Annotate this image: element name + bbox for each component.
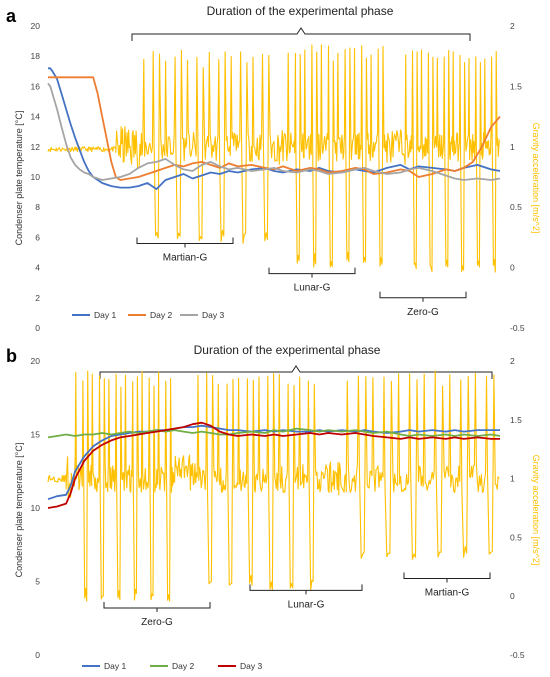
chart-a-ytick: 10 <box>31 172 41 182</box>
chart-a-annotations: Martian-G Lunar-G Zero-G <box>136 237 467 318</box>
chart-b-legend-label: Day 3 <box>240 661 262 671</box>
chart-b-y2tick: -0.5 <box>510 650 525 660</box>
chart-a-y2tick: 1.5 <box>510 81 522 91</box>
chart-b-annotation-bracket <box>103 601 211 612</box>
chart-a-series-day-2 <box>48 76 501 181</box>
chart-b-gravity-series <box>47 370 500 602</box>
chart-a-series-day-1 <box>48 67 501 191</box>
chart-a-legend: Day 1 Day 2 Day 3 <box>72 310 224 320</box>
chart-a-y2label: Gravity acceleration [m/s^2] <box>531 123 541 234</box>
chart-b-series-day-3 <box>47 421 500 509</box>
chart-b-series <box>47 370 501 602</box>
chart-a-y2tick: 1 <box>510 142 515 152</box>
chart-a-ytick: 0 <box>35 323 40 333</box>
chart-b-title: Duration of the experimental phase <box>194 343 381 357</box>
chart-a-ylabel: Condenser plate temperature [°C] <box>14 111 24 246</box>
chart-b-y2tick: 0 <box>510 591 515 601</box>
chart-a-legend-label: Day 2 <box>150 310 172 320</box>
chart-b-ytick: 0 <box>35 650 40 660</box>
chart-b-annotations: Zero-G Lunar-G Martian-G <box>103 572 491 628</box>
chart-a-left-ticks: 0 2 4 6 8 10 12 14 16 18 20 <box>31 21 41 333</box>
chart-a-annotation-label: Martian-G <box>163 252 208 263</box>
chart-b-annotation-label: Zero-G <box>141 617 173 628</box>
chart-a-legend-label: Day 1 <box>94 310 116 320</box>
chart-b-annotation-bracket <box>403 572 491 583</box>
panel-label-a: a <box>6 6 17 26</box>
chart-a-title: Duration of the experimental phase <box>207 4 394 18</box>
chart-b-duration-brace <box>99 365 493 379</box>
chart-b-legend: Day 1 Day 2 Day 3 <box>82 661 262 671</box>
chart-a-legend-label: Day 3 <box>202 310 224 320</box>
chart-b-legend-label: Day 1 <box>104 661 126 671</box>
chart-b-series-day-2 <box>47 427 501 439</box>
chart-a-annotation-label: Zero-G <box>407 307 439 318</box>
chart-a-ytick: 8 <box>35 202 40 212</box>
chart-b-y2label: Gravity acceleration [m/s^2] <box>531 455 541 566</box>
chart-a-ytick: 12 <box>31 142 41 152</box>
chart-b-y2tick: 0.5 <box>510 532 522 542</box>
chart-b-ylabel: Condenser plate temperature [°C] <box>14 443 24 578</box>
chart-b: b Duration of the experimental phase Con… <box>6 343 541 671</box>
chart-a-ytick: 20 <box>31 21 41 31</box>
chart-a-annotation-bracket <box>136 237 234 248</box>
chart-a-annotation-bracket <box>268 267 356 278</box>
chart-a-y2tick: 0 <box>510 263 515 273</box>
chart-a-annotation-label: Lunar-G <box>294 283 331 294</box>
chart-a-y2tick: -0.5 <box>510 323 525 333</box>
chart-b-y2tick: 1 <box>510 474 515 484</box>
chart-b-y2tick: 2 <box>510 356 515 366</box>
chart-b-left-ticks: 0 5 10 15 20 <box>31 356 41 660</box>
chart-a-y2tick: 2 <box>510 21 515 31</box>
chart-b-y2tick: 1.5 <box>510 415 522 425</box>
chart-a-series-day-3 <box>47 82 501 181</box>
chart-b-ytick: 10 <box>31 503 41 513</box>
chart-b-ytick: 5 <box>35 577 40 587</box>
chart-a-duration-brace <box>131 27 471 41</box>
chart-a-right-ticks: -0.5 0 0.5 1 1.5 2 <box>510 21 525 333</box>
chart-b-series-day-1 <box>47 424 500 501</box>
panel-label-b: b <box>6 346 17 366</box>
chart-b-right-ticks: -0.5 0 0.5 1 1.5 2 <box>510 356 525 660</box>
chart-a-ytick: 18 <box>31 51 41 61</box>
chart-a: a Duration of the experimental phase Con… <box>6 4 541 333</box>
chart-b-legend-label: Day 2 <box>172 661 194 671</box>
chart-a-y2tick: 0.5 <box>510 202 522 212</box>
chart-a-gravity-series <box>47 44 500 273</box>
chart-a-ytick: 6 <box>35 232 40 242</box>
chart-b-annotation-bracket <box>249 584 363 595</box>
chart-a-ytick: 4 <box>35 263 40 273</box>
chart-a-ytick: 14 <box>31 112 41 122</box>
chart-a-ytick: 2 <box>35 293 40 303</box>
chart-a-ytick: 16 <box>31 81 41 91</box>
chart-b-ytick: 20 <box>31 356 41 366</box>
chart-a-series <box>47 44 501 273</box>
chart-b-ytick: 15 <box>31 430 41 440</box>
chart-a-annotation-bracket <box>379 291 467 302</box>
chart-b-annotation-label: Martian-G <box>425 588 470 599</box>
chart-b-annotation-label: Lunar-G <box>288 599 325 610</box>
